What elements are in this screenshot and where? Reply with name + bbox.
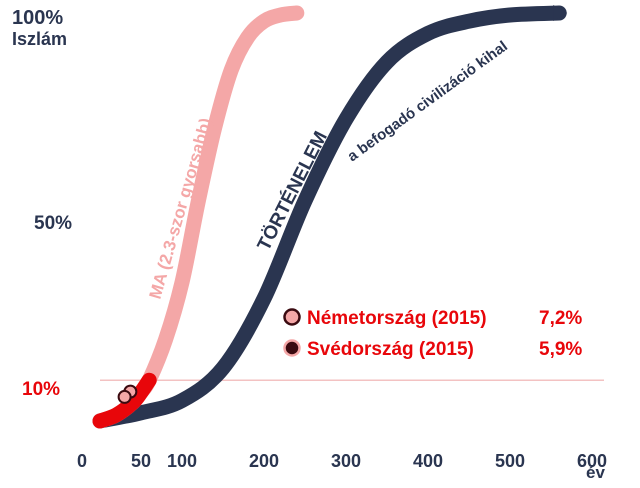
x-tick-300: 300 xyxy=(331,451,361,471)
x-tick-0: 0 xyxy=(77,451,87,471)
series-tortenelem-arrowhead xyxy=(553,5,568,21)
x-tick-100: 100 xyxy=(167,451,197,471)
y-axis-title: Iszlám xyxy=(12,29,67,49)
x-tick-200: 200 xyxy=(249,451,279,471)
x-tick-50: 50 xyxy=(131,451,151,471)
y-tick-10: 10% xyxy=(22,379,60,400)
x-tick-600: 600 xyxy=(577,451,607,471)
legend-label-nemetorszag: Németország (2015) xyxy=(307,308,487,329)
legend-marker-nemetorszag xyxy=(283,308,301,326)
series-tortenelem-annotation: a befogadó civilizáció kihal xyxy=(344,38,510,165)
point-svedorszag xyxy=(117,389,132,404)
legend: Németország (2015) 7,2% Svédország (2015… xyxy=(276,296,604,366)
y-tick-50: 50% xyxy=(34,213,72,234)
legend-marker-svedorszag xyxy=(283,339,301,357)
x-tick-400: 400 xyxy=(413,451,443,471)
legend-label-svedorszag: Svédország (2015) xyxy=(307,339,474,360)
x-axis-unit: év xyxy=(586,463,605,482)
x-tick-500: 500 xyxy=(495,451,525,471)
legend-value-nemetorszag: 7,2% xyxy=(539,308,582,329)
series-ma-early-segment xyxy=(92,372,157,429)
x-axis-ticks: 0 50 100 200 300 400 500 600 xyxy=(77,451,607,471)
y-tick-100: 100% xyxy=(12,7,63,29)
series-tortenelem-line xyxy=(92,5,567,429)
legend-value-svedorszag: 5,9% xyxy=(539,339,582,360)
